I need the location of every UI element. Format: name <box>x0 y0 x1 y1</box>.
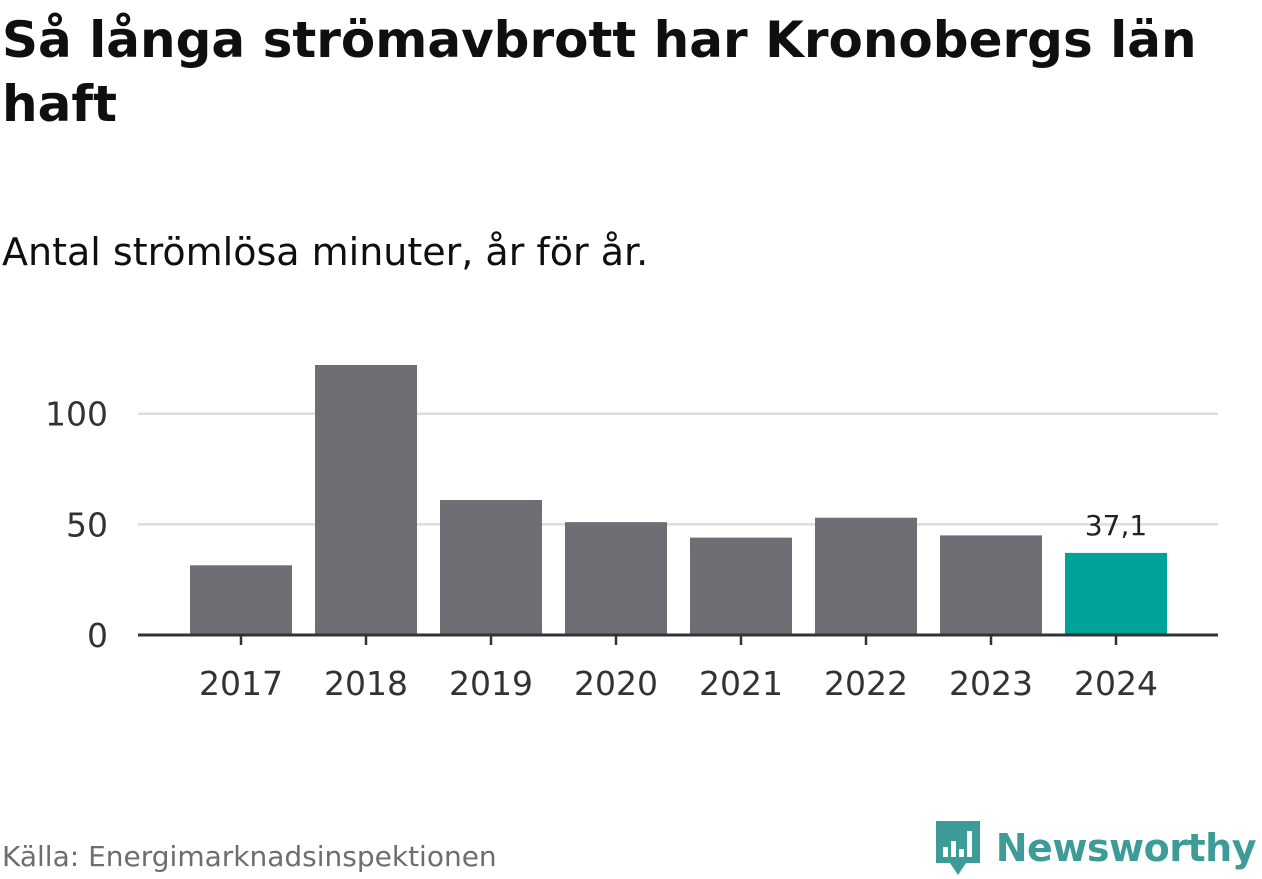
labels: 0 50 100 2017 2018 2019 2020 2021 2022 2023 2024 37… <box>45 395 1158 703</box>
bar-2024 <box>1065 552 1167 635</box>
brand-name: Newsworthy <box>995 826 1257 870</box>
y-tick-label-50: 50 <box>66 505 108 544</box>
x-tick-label-2020: 2020 <box>574 664 658 703</box>
y-tick-label-100: 100 <box>45 395 108 434</box>
y-tick-label-0: 0 <box>87 616 108 655</box>
x-tick-label-2023: 2023 <box>949 664 1033 703</box>
axes <box>138 633 1218 645</box>
x-tick-label-2019: 2019 <box>449 664 533 703</box>
x-tick-label-2021: 2021 <box>699 664 783 703</box>
bar-2023 <box>940 535 1042 635</box>
bars <box>190 365 1167 635</box>
x-tick-label-2018: 2018 <box>324 664 408 703</box>
bar-2017 <box>190 565 292 635</box>
x-tick-label-2017: 2017 <box>199 664 283 703</box>
chart-title: Så långa strömavbrott har Kronobergs län… <box>2 11 1197 133</box>
newsworthy-logo-icon <box>935 821 980 875</box>
source-note: Källa: Energimarknadsinspektionen <box>2 840 497 873</box>
grid-lines <box>138 412 1218 526</box>
data-label-2024: 37,1 <box>1085 509 1147 542</box>
bar-2020 <box>565 522 667 635</box>
x-tick-label-2024: 2024 <box>1074 664 1158 703</box>
bar-2019 <box>440 500 542 635</box>
brand-logo: Newsworthy <box>934 818 1257 878</box>
bar-2022 <box>815 517 917 635</box>
bar-2021 <box>690 537 792 635</box>
chart-subtitle: Antal strömlösa minuter, år för år. <box>2 230 649 274</box>
x-tick-label-2022: 2022 <box>824 664 908 703</box>
bar-2018 <box>315 365 417 635</box>
